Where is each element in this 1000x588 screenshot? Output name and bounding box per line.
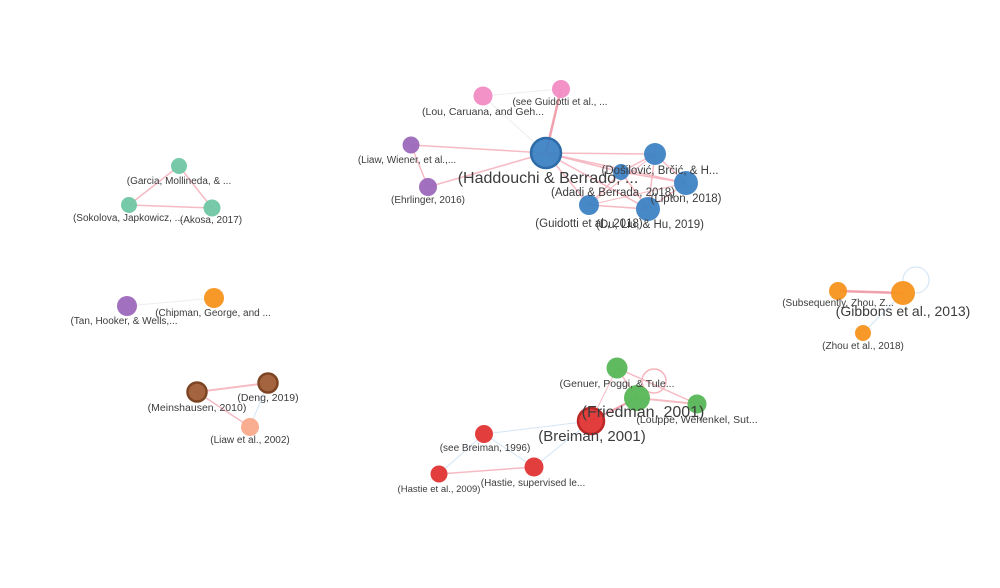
node-label-chipman: (Chipman, George, and ... — [155, 308, 271, 319]
graph-node-subsequently[interactable] — [829, 282, 847, 300]
graph-edge-sokolova--akosa — [128, 204, 213, 209]
graph-node-ehrlinger[interactable] — [419, 178, 437, 196]
graph-edge-haddouchi--dosilovic — [545, 152, 656, 155]
graph-edge-liaw_wiener--haddouchi — [410, 144, 547, 154]
graph-node-zhou2018[interactable] — [855, 325, 871, 341]
node-label-haddouchi: (Haddouchi & Berrado, ... — [458, 170, 639, 187]
graph-node-see_guidotti[interactable] — [552, 80, 570, 98]
node-label-gibbons: (Gibbons et al., 2013) — [836, 303, 971, 319]
graph-edge-hastie2009--hastie_sup — [438, 466, 535, 475]
graph-edge-haddouchi--du_liu_hu — [545, 152, 649, 210]
graph-node-adadi[interactable] — [613, 164, 629, 180]
self-loop-friedman — [641, 368, 667, 394]
node-label-zhou2018: (Zhou et al., 2018) — [822, 341, 904, 352]
graph-node-tan[interactable] — [117, 296, 137, 316]
node-label-deng: (Deng, 2019) — [237, 392, 298, 404]
node-label-hastie2009: (Hastie et al., 2009) — [398, 484, 481, 495]
graph-node-see_breiman[interactable] — [475, 425, 493, 443]
graph-node-liaw_wiener[interactable] — [402, 136, 420, 154]
graph-node-louppe[interactable] — [687, 394, 707, 414]
graph-node-deng[interactable] — [257, 372, 279, 394]
node-label-guidotti2018: (Guidotti et al., 2018) — [535, 218, 643, 230]
graph-node-hastie_sup[interactable] — [524, 457, 544, 477]
graph-node-akosa[interactable] — [203, 199, 221, 217]
graph-node-breiman[interactable] — [576, 406, 606, 436]
graph-node-liaw2002[interactable] — [241, 418, 259, 436]
graph-node-genuer[interactable] — [606, 357, 628, 379]
node-label-adadi: (Adadi & Berrada, 2018) — [551, 187, 675, 199]
node-label-genuer: (Genuer, Poggi, & Tule... — [560, 378, 675, 390]
node-label-lou: (Lou, Caruana, and Geh... — [422, 106, 544, 118]
graph-edge-garcia--akosa — [178, 165, 213, 209]
node-label-hastie_sup: (Hastie, supervised le... — [481, 478, 586, 489]
graph-node-meinshausen[interactable] — [186, 381, 208, 403]
node-label-meinshausen: (Meinshausen, 2010) — [148, 402, 247, 414]
graph-node-haddouchi[interactable] — [529, 136, 563, 170]
node-label-akosa: (Akosa, 2017) — [180, 215, 242, 226]
graph-edge-ehrlinger--haddouchi — [427, 152, 547, 188]
node-label-garcia: (Garcia, Mollineda, & ... — [127, 176, 231, 187]
node-label-louppe: (Louppe, Wehenkel, Sut... — [636, 414, 757, 426]
graph-node-guidotti2018[interactable] — [579, 195, 599, 215]
node-label-liaw_wiener: (Liaw, Wiener, et al.,... — [358, 155, 456, 166]
graph-edge-lou--see_guidotti — [482, 88, 562, 97]
node-label-tan: (Tan, Hooker, & Wells,... — [70, 316, 177, 327]
graph-node-du_liu_hu[interactable] — [636, 197, 660, 221]
graph-edge-breiman--see_breiman — [483, 420, 592, 435]
graph-node-chipman[interactable] — [204, 288, 224, 308]
node-label-liaw2002: (Liaw et al., 2002) — [210, 435, 290, 446]
graph-edge-meinshausen--deng — [196, 382, 269, 393]
self-loop-gibbons — [902, 266, 930, 294]
graph-node-hastie2009[interactable] — [430, 465, 448, 483]
graph-node-gibbons[interactable] — [891, 281, 915, 305]
graph-node-friedman[interactable] — [624, 385, 650, 411]
node-label-sokolova: (Sokolova, Japkowicz, ... — [73, 213, 183, 224]
graph-node-dosilovic[interactable] — [644, 143, 666, 165]
graph-node-lou[interactable] — [473, 86, 493, 106]
graph-edge-genuer--louppe — [616, 367, 698, 405]
graph-edge-hastie2009--see_breiman — [438, 433, 485, 475]
graph-edge-garcia--sokolova — [128, 165, 180, 206]
graph-edge-tan--chipman — [126, 297, 215, 307]
graph-node-garcia[interactable] — [171, 158, 187, 174]
node-label-ehrlinger: (Ehrlinger, 2016) — [391, 195, 465, 206]
graph-edge-see_breiman--hastie_sup — [483, 433, 535, 468]
node-label-see_breiman: (see Breiman, 1996) — [440, 443, 531, 454]
graph-edge-guidotti2018--lipton — [588, 182, 687, 206]
graph-node-sokolova[interactable] — [121, 197, 137, 213]
graph-node-lipton[interactable] — [674, 171, 698, 195]
